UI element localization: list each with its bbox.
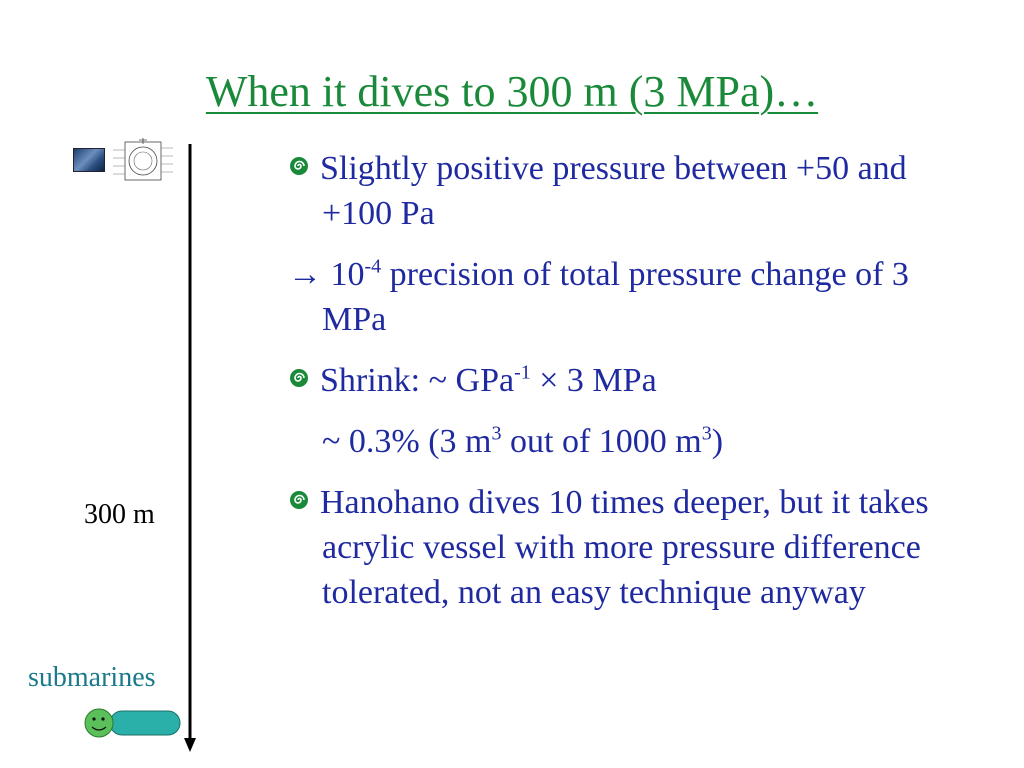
submarine-icon	[84, 708, 181, 738]
bullet-text: Shrink: ~ GPa-1 × 3 MPa	[320, 361, 657, 399]
arrow-item: → 10-4 precision of total pressure chang…	[288, 252, 948, 342]
slide-body: Slightly positive pressure between +50 a…	[288, 146, 948, 615]
bullet-text: Slightly positive pressure between +50 a…	[320, 150, 907, 232]
bullet-item: Slightly positive pressure between +50 a…	[288, 146, 948, 236]
bullet-text: Hanohano dives 10 times deeper, but it t…	[320, 484, 929, 611]
detector-diagram-thumbnail	[113, 138, 173, 181]
sub-item: ~ 0.3% (3 m3 out of 1000 m3)	[288, 419, 948, 464]
detector-photo-thumbnail	[73, 148, 105, 172]
depth-label: 300 m	[84, 499, 155, 530]
spiral-bullet-icon	[290, 157, 308, 175]
depth-arrow	[184, 144, 196, 752]
spiral-bullet-icon	[290, 491, 308, 509]
bullet-item: Hanohano dives 10 times deeper, but it t…	[288, 480, 948, 615]
spiral-bullet-icon	[290, 369, 308, 387]
sub-text: ~ 0.3% (3 m3 out of 1000 m3)	[322, 422, 724, 460]
slide-title: When it dives to 300 m (3 MPa)…	[205, 67, 819, 116]
bullet-item: Shrink: ~ GPa-1 × 3 MPa	[288, 358, 948, 403]
arrow-text: → 10-4 precision of total pressure chang…	[288, 255, 909, 338]
submarines-label: submarines	[28, 662, 156, 693]
